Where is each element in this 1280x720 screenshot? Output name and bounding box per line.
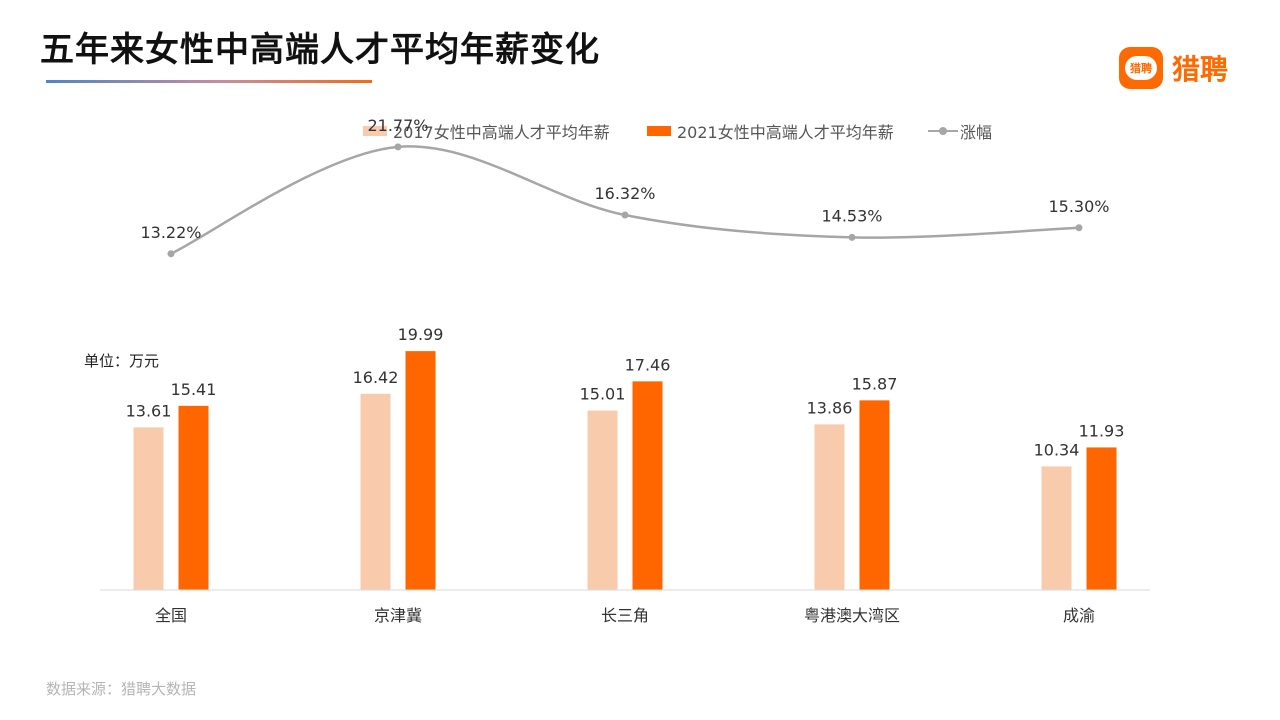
growth-point [1075,224,1083,232]
legend-label-2021: 2021女性中高端人才平均年薪 [677,123,894,142]
bar-value-label-2017: 13.86 [807,398,853,417]
bar-2017 [587,410,618,590]
unit-label: 单位：万元 [84,352,160,370]
growth-value-label: 14.53% [821,206,882,225]
bar-value-label-2021: 15.87 [852,374,898,393]
bar-2021 [1086,447,1117,590]
bar-value-label-2021: 11.93 [1079,421,1125,440]
legend-item-growth: 涨幅 [928,119,992,143]
category-label: 京津冀 [374,606,422,625]
bar-value-label-2021: 15.41 [171,380,217,399]
bar-value-label-2021: 19.99 [398,325,444,344]
bar-2017 [1041,466,1072,590]
category-label: 全国 [155,606,187,625]
bar-2017 [814,424,845,590]
category-label: 成渝 [1063,606,1095,625]
growth-value-label: 13.22% [140,223,201,242]
chat-bubble-icon: 猎聘 [1119,47,1163,89]
bar-2021 [178,405,209,590]
page-title: 五年来女性中高端人才平均年薪变化 [40,30,600,70]
bar-2021 [405,351,436,590]
growth-point [621,211,629,219]
bar-2017 [133,427,164,590]
legend-swatch-2021 [647,126,671,136]
category-label: 粤港澳大湾区 [804,606,900,625]
bar-2017 [360,393,391,590]
growth-point [394,143,402,151]
growth-point [848,233,856,241]
legend-item-2017: 2017女性中高端人才平均年薪 [363,119,610,143]
bar-2021 [632,381,663,590]
data-source: 数据来源：猎聘大数据 [46,680,197,698]
bar-value-label-2017: 16.42 [353,368,399,387]
legend-label-2017: 2017女性中高端人才平均年薪 [393,123,610,142]
bar-2021 [859,400,890,590]
brand-logo: 猎聘 猎聘 [1119,46,1228,90]
bar-value-label-2017: 15.01 [580,385,626,404]
bar-value-label-2017: 13.61 [126,401,172,420]
legend-swatch-2017 [363,126,387,136]
chart-legend: 2017女性中高端人才平均年薪 2021女性中高端人才平均年薪 涨幅 [0,119,1280,143]
title-underline [46,80,372,83]
bar-value-label-2021: 17.46 [625,355,671,374]
category-label: 长三角 [601,606,649,625]
growth-value-label: 16.32% [594,184,655,203]
legend-label-growth: 涨幅 [960,123,993,142]
legend-line-marker [928,126,958,136]
logo-mark-text: 猎聘 [1125,56,1157,80]
bar-value-label-2017: 10.34 [1034,440,1080,459]
growth-value-label: 15.30% [1048,197,1109,216]
growth-value-label: 21.77% [367,116,428,135]
growth-point [167,250,175,258]
logo-wordmark: 猎聘 [1172,53,1229,86]
legend-item-2021: 2021女性中高端人才平均年薪 [647,119,894,143]
